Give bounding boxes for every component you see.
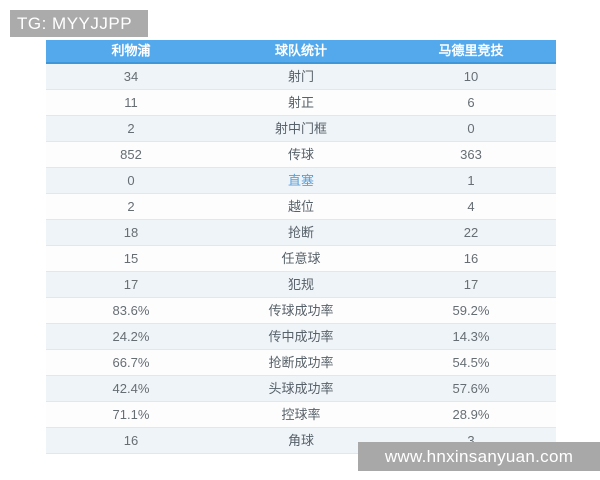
stat-label: 角球 [287,433,314,448]
stat-label: 头球成功率 [268,381,334,396]
table-row: 42.4% 头球成功率 57.6% [46,376,556,402]
away-value: 16 [463,251,479,266]
stat-label: 犯规 [287,277,314,292]
tg-watermark-badge: TG: MYYJJPP [10,10,148,37]
table-row: 0 直塞 1 [46,168,556,194]
table-row: 18 抢断 22 [46,220,556,246]
away-value: 59.2% [452,303,490,318]
site-url-watermark: www.hnxinsanyuan.com [358,442,600,471]
header-home-team: 利物浦 [111,43,151,58]
table-row: 2 越位 4 [46,194,556,220]
away-value: 28.9% [452,407,490,422]
table-row: 17 犯规 17 [46,272,556,298]
home-value: 18 [123,225,139,240]
away-value: 17 [463,277,479,292]
away-value: 3 [467,433,475,448]
table-row: 66.7% 抢断成功率 54.5% [46,350,556,376]
away-value: 14.3% [452,329,490,344]
table-row: 11 射正 6 [46,90,556,116]
table-row: 71.1% 控球率 28.9% [46,402,556,428]
stat-label: 传球成功率 [268,303,334,318]
stat-label: 传球 [287,147,314,162]
table-header-row: 利物浦 球队统计 马德里竞技 [46,40,556,64]
home-value: 83.6% [112,303,150,318]
table-row: 2 射中门框 0 [46,116,556,142]
away-value: 10 [463,69,479,84]
table-row: 852 传球 363 [46,142,556,168]
stat-label: 射正 [287,95,314,110]
home-value: 11 [124,95,138,110]
home-value: 24.2% [112,329,150,344]
away-value: 4 [467,199,475,214]
stat-label: 抢断成功率 [268,355,334,370]
home-value: 0 [127,173,135,188]
table-row: 24.2% 传中成功率 14.3% [46,324,556,350]
away-value: 57.6% [452,381,490,396]
away-value: 6 [467,95,475,110]
home-value: 852 [120,147,142,162]
table-row: 16 角球 3 [46,428,556,454]
table-row: 34 射门 10 [46,64,556,90]
home-value: 71.1% [112,407,150,422]
stat-label: 射中门框 [274,121,327,136]
home-value: 66.7% [112,355,150,370]
header-stat-title: 球队统计 [274,43,327,58]
home-value: 16 [123,433,139,448]
home-value: 42.4% [112,381,150,396]
stat-label: 传中成功率 [268,329,334,344]
away-value: 0 [467,121,475,136]
table-row: 15 任意球 16 [46,246,556,272]
header-away-team: 马德里竞技 [438,43,504,58]
home-value: 17 [123,277,139,292]
team-stats-table: 利物浦 球队统计 马德里竞技 34 射门 10 11 射正 6 2 射中门框 0… [46,40,556,454]
away-value: 363 [460,147,482,162]
home-value: 34 [123,69,139,84]
stat-label: 射门 [287,69,314,84]
away-value: 1 [467,173,475,188]
away-value: 22 [463,225,479,240]
home-value: 2 [127,121,135,136]
table-body: 34 射门 10 11 射正 6 2 射中门框 0 852 传球 363 0 直… [46,64,556,454]
table-row: 83.6% 传球成功率 59.2% [46,298,556,324]
away-value: 54.5% [452,355,490,370]
stat-label: 控球率 [281,407,321,422]
stat-label: 任意球 [281,251,321,266]
stat-label: 抢断 [287,225,314,240]
stat-label: 直塞 [287,173,314,188]
home-value: 15 [123,251,139,266]
stat-label: 越位 [287,199,314,214]
home-value: 2 [127,199,135,214]
